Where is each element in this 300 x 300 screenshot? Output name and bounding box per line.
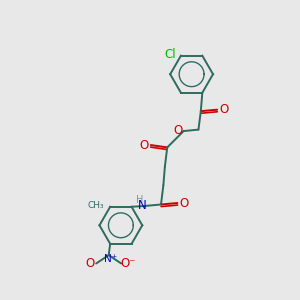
Text: CH₃: CH₃ [87,201,104,210]
Text: H: H [136,195,143,205]
Text: Cl: Cl [164,48,176,61]
Text: O: O [140,139,149,152]
Text: O: O [85,257,95,270]
Text: O: O [179,196,188,209]
Text: N⁺: N⁺ [103,254,117,264]
Text: O: O [173,124,182,137]
Text: N: N [138,200,147,212]
Text: O⁻: O⁻ [120,257,136,270]
Text: O: O [219,103,228,116]
